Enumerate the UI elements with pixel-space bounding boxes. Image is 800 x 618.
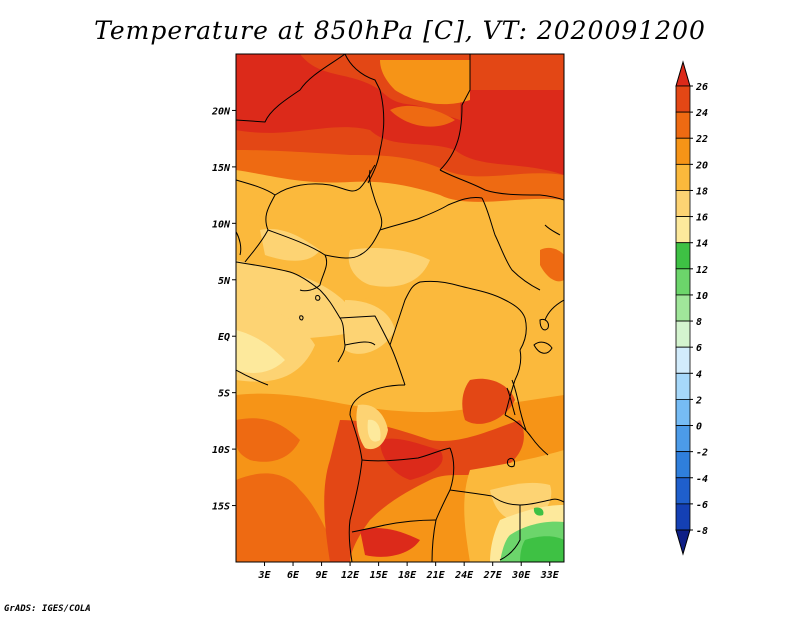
lon-tick-label: 24E: [454, 570, 474, 581]
latitude-axis: 20N 15N 10N 5N EQ 5S 10S 15S: [211, 106, 236, 513]
lat-tick-label: 15S: [212, 502, 230, 513]
colorbar-bin: [675, 163, 691, 191]
map-frame: [235, 53, 565, 563]
lat-tick-label: 10N: [212, 219, 231, 230]
colorbar-bin: [675, 190, 691, 217]
credit-label: GrADS: IGES/COLA: [4, 604, 91, 614]
lon-tick-label: 27E: [483, 570, 503, 581]
lat-tick-label: 5N: [218, 276, 231, 287]
colorbar-label: 4: [696, 369, 702, 380]
colorbar-bin: [675, 346, 691, 374]
colorbar-label: 24: [695, 108, 708, 119]
lon-tick-label: 12E: [341, 570, 360, 581]
lon-tick-label: 3E: [257, 570, 271, 581]
colorbar-bin: [675, 477, 691, 505]
colorbar-bin: [675, 425, 691, 453]
colorbar-label: 12: [696, 265, 708, 276]
colorbar-top-arrow: [675, 60, 691, 87]
temperature-field: [236, 54, 564, 562]
colorbar-bin: [675, 85, 691, 113]
colorbar-label: 16: [696, 213, 708, 224]
colorbar-bin: [675, 503, 691, 531]
colorbar-bin: [675, 137, 691, 165]
colorbar-bin: [675, 372, 691, 400]
longitude-axis: 3E 6E 9E 12E 15E 18E 21E 24E 27E 30E 33E: [257, 562, 560, 581]
colorbar-label: -8: [696, 526, 708, 537]
lon-tick-label: 21E: [426, 570, 446, 581]
colorbar-label: 6: [696, 343, 702, 354]
colorbar-label: -4: [696, 474, 708, 485]
colorbar-label: 14: [696, 239, 708, 250]
country-borders: [236, 54, 564, 562]
colorbar-label: 2: [695, 395, 702, 406]
colorbar-bin: [675, 399, 691, 426]
colorbar-label: -2: [696, 448, 708, 459]
colorbar-label: 0: [696, 422, 702, 433]
colorbar-label: -6: [696, 500, 708, 511]
colorbar-label: 26: [695, 82, 708, 93]
lon-tick-label: 9E: [316, 570, 329, 581]
colorbar-bin: [675, 242, 691, 270]
colorbar-label: 10: [696, 291, 708, 302]
colorbar-bin: [675, 268, 691, 296]
colorbar-bin: [675, 451, 691, 479]
lat-tick-label: EQ: [218, 332, 230, 343]
colorbar-bin: [675, 216, 691, 244]
lat-tick-label: 5S: [218, 389, 230, 400]
colorbar-label: 18: [696, 186, 708, 197]
lon-tick-label: 33E: [540, 570, 560, 581]
colorbar-label: 22: [695, 134, 708, 145]
lon-tick-label: 18E: [398, 570, 417, 581]
lon-tick-label: 15E: [370, 570, 389, 581]
colorbar-bin: [675, 111, 691, 139]
lat-tick-label: 15N: [212, 163, 231, 174]
lon-tick-label: 30E: [511, 570, 531, 581]
colorbar-bin: [675, 320, 691, 348]
colorbar-label: 8: [696, 317, 702, 328]
lon-tick-label: 6E: [287, 570, 300, 581]
colorbar-bottom-arrow: [675, 529, 691, 556]
colorbar-bin: [675, 294, 691, 322]
lat-tick-label: 10S: [212, 445, 230, 456]
colorbar-label: 20: [695, 160, 708, 171]
map-title: Temperature at 850hPa [C], VT: 202009120…: [94, 16, 706, 45]
lat-tick-label: 20N: [211, 106, 231, 117]
